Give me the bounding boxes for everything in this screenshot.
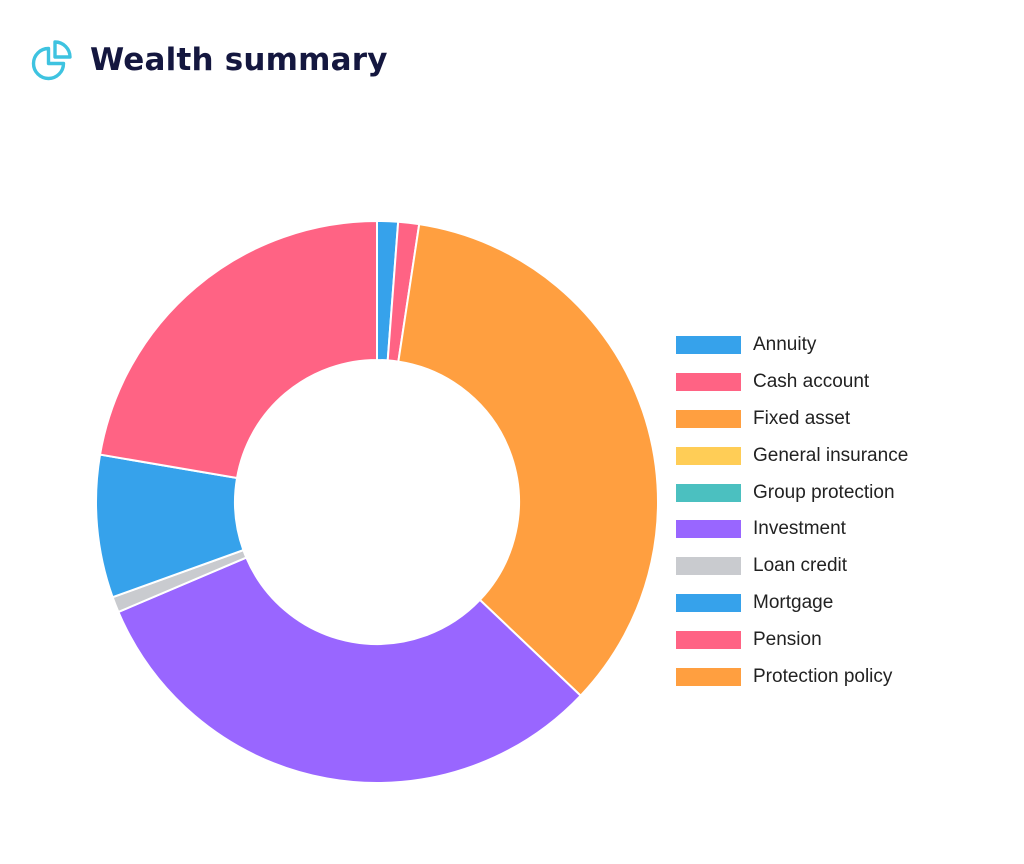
legend-swatch [676,520,741,539]
legend-swatch [676,630,741,649]
legend-label: Pension [753,628,822,650]
legend-item-protection-policy[interactable]: Protection policy [676,658,908,695]
legend-item-group-protection[interactable]: Group protection [676,474,908,511]
legend-label: Fixed asset [753,407,851,429]
legend-label: Investment [753,518,846,540]
legend-label: Group protection [753,481,895,503]
pie-chart-icon [31,40,72,81]
legend-swatch [676,446,741,465]
legend-label: Loan credit [753,555,848,577]
legend-label: Annuity [753,334,817,356]
legend-swatch [676,593,741,612]
page-title: Wealth summary [90,42,388,78]
legend-swatch [676,409,741,428]
legend-item-fixed-asset[interactable]: Fixed asset [676,401,908,438]
legend-item-investment[interactable]: Investment [676,511,908,548]
legend-label: Protection policy [753,665,893,687]
page-header: Wealth summary [30,38,388,82]
legend-item-general-insurance[interactable]: General insurance [676,437,908,474]
legend-swatch [676,483,741,502]
legend-item-loan-credit[interactable]: Loan credit [676,548,908,585]
slice-pension[interactable] [98,219,378,480]
legend-swatch [676,373,741,392]
legend-label: Mortgage [753,591,834,613]
legend-item-cash-account[interactable]: Cash account [676,364,908,401]
chart-legend: Annuity Cash account Fixed asset General in… [676,327,908,695]
slice-fixed-asset[interactable] [397,223,659,698]
legend-item-pension[interactable]: Pension [676,621,908,658]
legend-label: General insurance [753,444,909,466]
legend-label: Cash account [753,371,870,393]
slice-investment[interactable] [117,556,583,784]
legend-swatch [676,667,741,686]
legend-item-mortgage[interactable]: Mortgage [676,585,908,622]
legend-item-annuity[interactable]: Annuity [676,327,908,364]
legend-swatch [676,557,741,576]
legend-swatch [676,336,741,355]
